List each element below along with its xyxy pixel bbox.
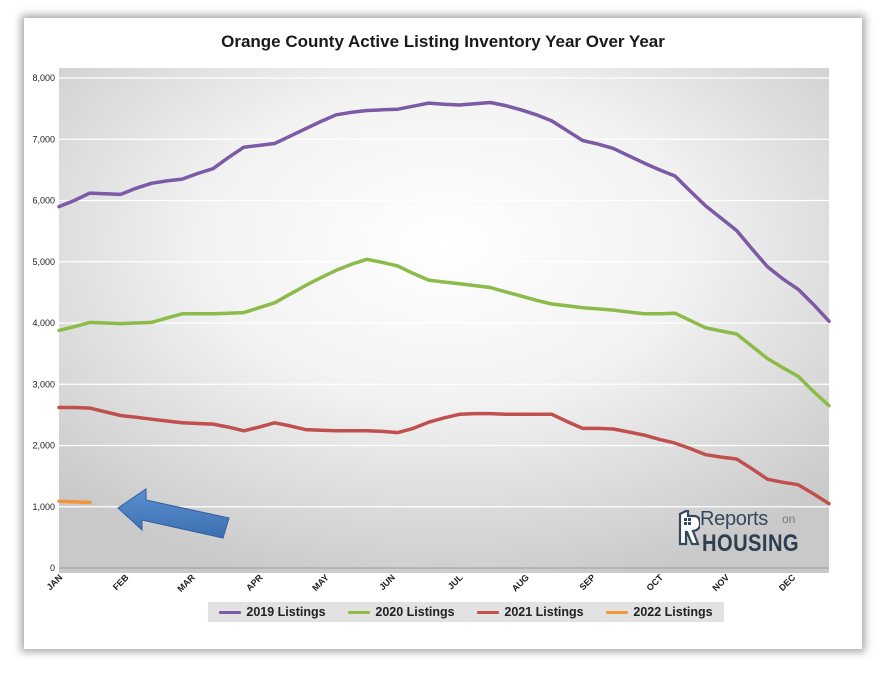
- x-tick-label-apr: APR: [244, 572, 265, 593]
- reports-on-housing-logo: Reports on HOUSING: [676, 508, 826, 564]
- y-tick-label: 4,000: [32, 318, 55, 328]
- legend-label-2020: 2020 Listings: [375, 605, 455, 619]
- legend-item-2019: 2019 Listings: [219, 605, 326, 619]
- y-tick-label: 3,000: [32, 379, 55, 389]
- chart-legend: 2019 Listings 2020 Listings 2021 Listing…: [208, 602, 724, 622]
- series-group: [57, 100, 831, 506]
- x-tick-label-jun: JUN: [377, 572, 397, 592]
- logo-housing-text: HOUSING: [702, 530, 800, 557]
- y-tick-label: 1,000: [32, 502, 55, 512]
- x-tick-label-aug: AUG: [510, 572, 531, 593]
- chart-frame: Orange County Active Listing Inventory Y…: [24, 18, 862, 649]
- legend-label-2021: 2021 Listings: [504, 605, 584, 619]
- chart-title: Orange County Active Listing Inventory Y…: [221, 32, 665, 51]
- x-tick-label-oct: OCT: [645, 572, 666, 593]
- legend-item-2020: 2020 Listings: [348, 605, 455, 619]
- x-tick-label-may: MAY: [310, 572, 331, 593]
- legend-swatch-2019: [219, 610, 242, 614]
- legend-swatch-2022: [606, 610, 629, 614]
- series-line-2021: [57, 405, 831, 506]
- x-tick-label-dec: DEC: [777, 572, 798, 593]
- y-tick-label: 0: [50, 563, 55, 573]
- logo-on-text: on: [782, 512, 796, 526]
- y-tick-label: 2,000: [32, 441, 55, 451]
- x-tick-label-mar: MAR: [175, 572, 197, 594]
- legend-swatch-2021: [477, 610, 500, 614]
- y-tick-label: 5,000: [32, 257, 55, 267]
- legend-label-2022: 2022 Listings: [633, 605, 713, 619]
- house-logo-icon: [678, 510, 700, 546]
- gridlines: [59, 77, 829, 569]
- plot-area: [59, 68, 829, 573]
- legend-label-2019: 2019 Listings: [246, 605, 326, 619]
- series-line-2019: [57, 100, 831, 323]
- legend-swatch-2020: [348, 610, 371, 614]
- series-line-2022: [57, 499, 92, 505]
- legend-item-2021: 2021 Listings: [477, 605, 584, 619]
- series-line-2020: [57, 257, 831, 408]
- y-tick-label: 6,000: [32, 196, 55, 206]
- chart-svg: 0 1,000 2,000 3,000 4,000 5,000 6,000 7,000 8,00…: [32, 68, 831, 594]
- y-tick-label: 8,000: [32, 73, 55, 83]
- arrow-icon: [117, 488, 230, 539]
- y-tick-label: 7,000: [32, 134, 55, 144]
- x-tick-label-feb: FEB: [111, 572, 131, 592]
- legend-item-2022: 2022 Listings: [606, 605, 713, 619]
- x-axis: JAN FEB MAR APR MAY JUN JUL AUG SEP OCT NOV DEC: [45, 572, 798, 594]
- x-tick-label-jan: JAN: [45, 572, 65, 592]
- x-tick-label-sep: SEP: [577, 572, 597, 592]
- y-axis: 0 1,000 2,000 3,000 4,000 5,000 6,000 7,000 8,00…: [32, 73, 55, 573]
- x-tick-label-jul: JUL: [446, 572, 465, 591]
- x-tick-label-nov: NOV: [710, 572, 731, 593]
- logo-reports-text: Reports: [700, 508, 768, 530]
